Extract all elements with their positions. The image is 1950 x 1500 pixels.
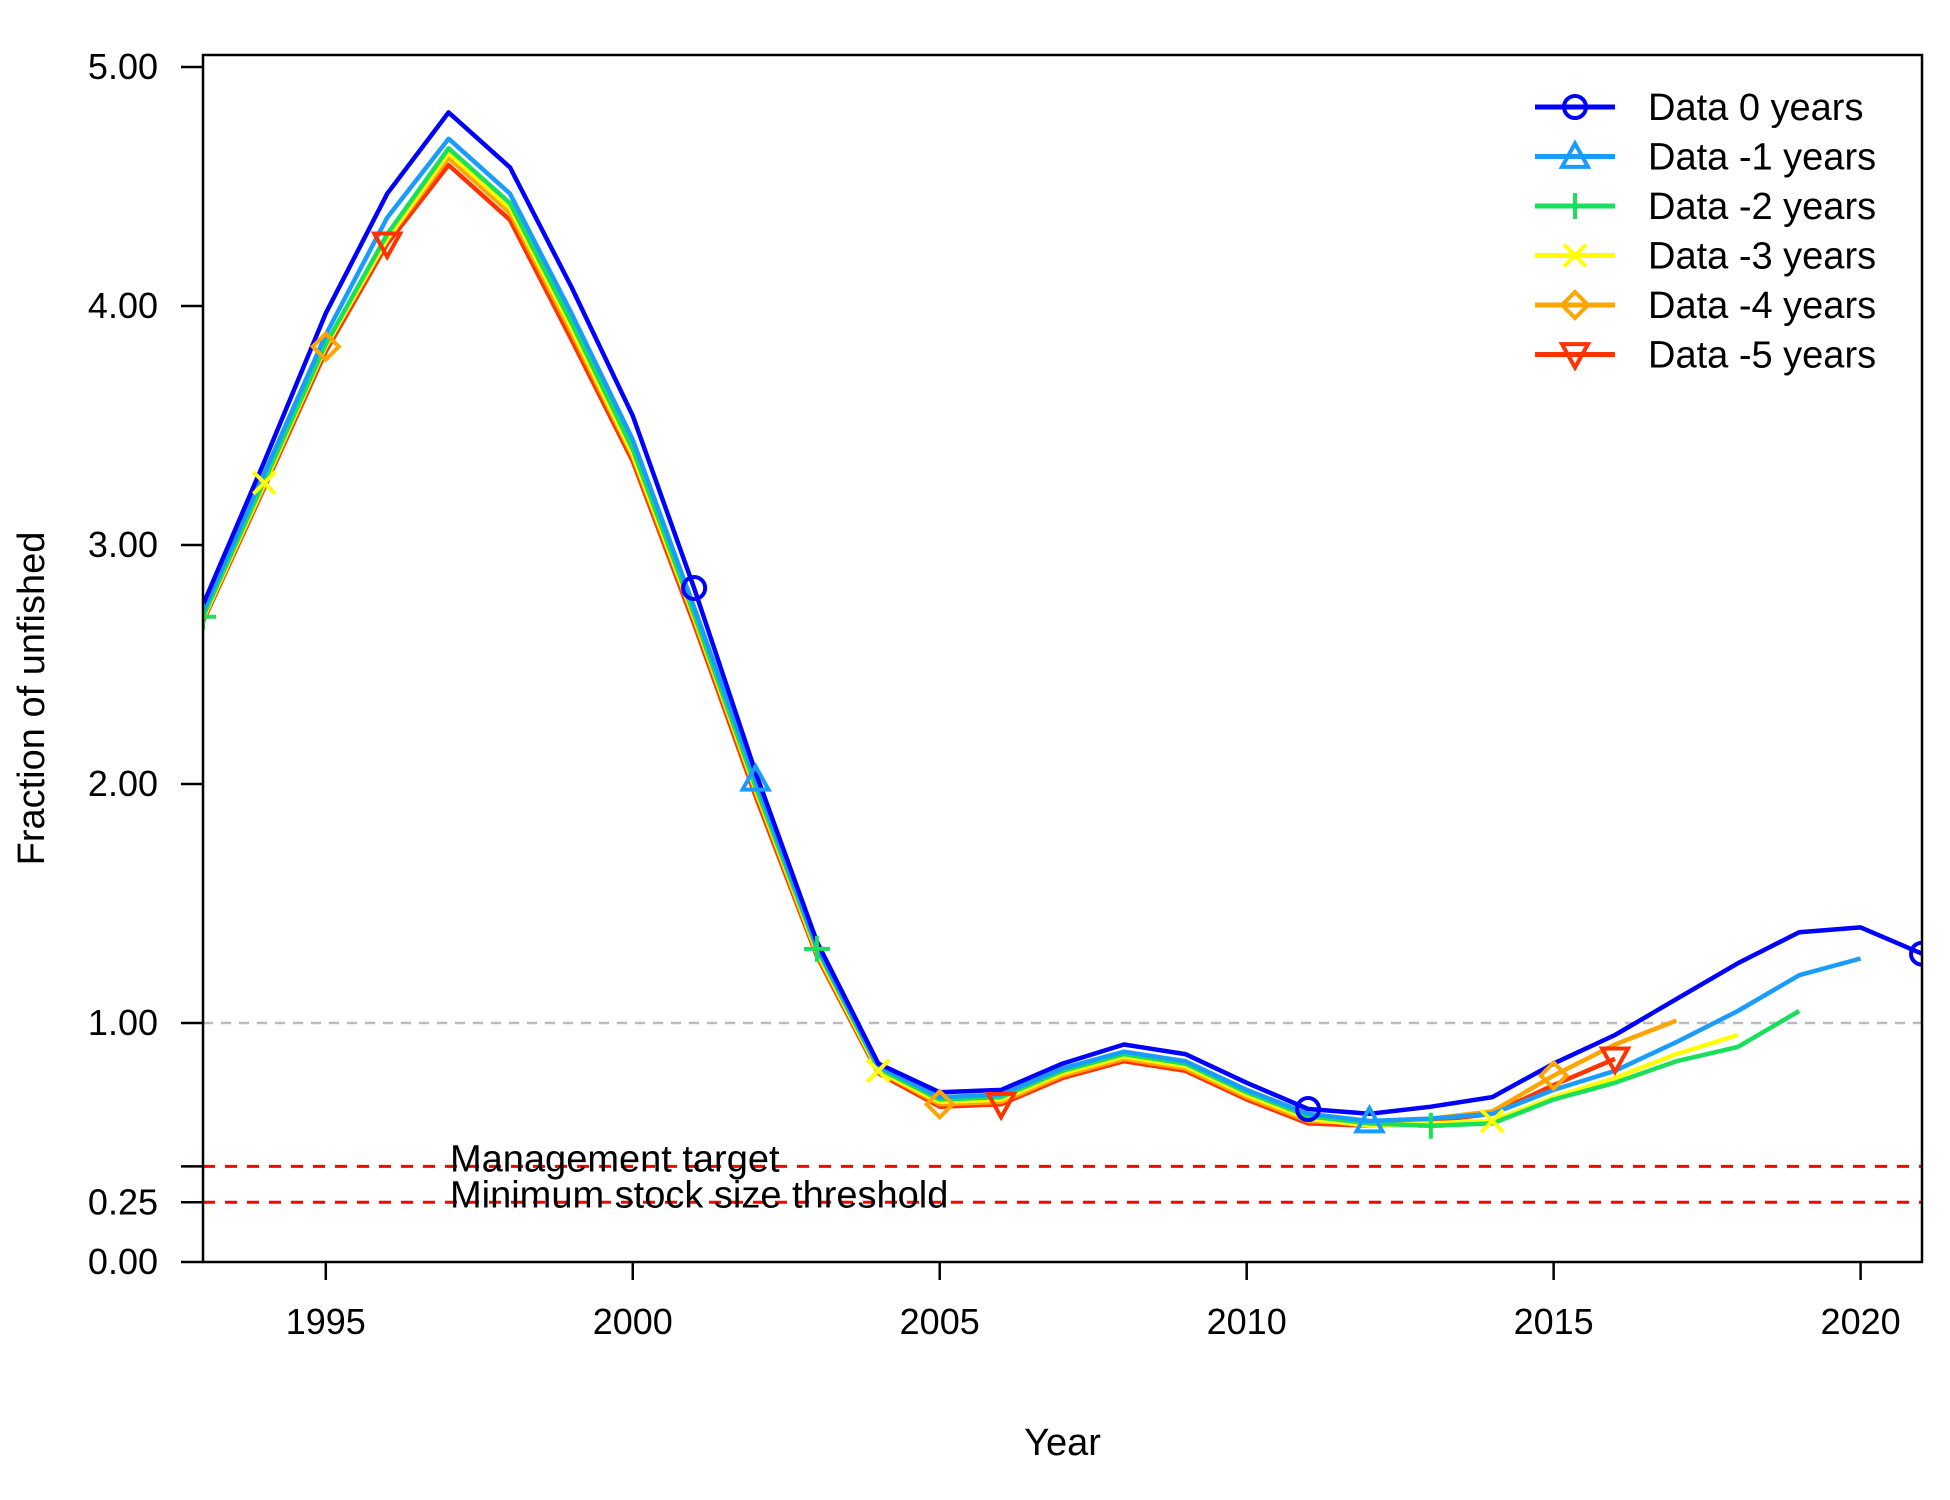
legend-label-5: Data -5 years [1648, 335, 1876, 377]
series-5-point [1598, 1046, 1632, 1076]
series-line-5 [203, 162, 1616, 1129]
y-tick-label: 1.00 [88, 1002, 158, 1043]
legend-label-4: Data -4 years [1648, 285, 1876, 327]
series-0-point [1295, 1096, 1322, 1123]
x-tick-label: 2020 [1821, 1301, 1901, 1342]
series-4-point [309, 330, 342, 363]
x-tick-label: 2005 [900, 1301, 980, 1342]
series-3-point [1479, 1108, 1505, 1134]
y-tick-label: 4.00 [88, 285, 158, 326]
y-axis-title: Fraction of unfished [11, 532, 53, 866]
series-line-0 [203, 110, 1922, 1117]
series-lines [203, 110, 1922, 1129]
y-axis: 0.00 0.25 1.00 2.00 3.00 4.00 5.00 [88, 46, 203, 1282]
legend-marker-1 [1558, 139, 1592, 169]
y-tick-label: 0.00 [88, 1241, 158, 1282]
legend-label-2: Data -2 years [1648, 186, 1876, 228]
legend-marker-2 [1562, 193, 1588, 219]
reference-lines [203, 1021, 1922, 1204]
series-4-point [1537, 1059, 1570, 1092]
series-line-3 [203, 150, 1739, 1129]
series-2-point [803, 935, 830, 962]
legend-label-0: Data 0 years [1648, 87, 1863, 129]
legend-marker-4 [1559, 289, 1591, 321]
series-line-2 [203, 146, 1801, 1129]
plot-frame [201, 53, 1924, 1264]
series-line-1 [203, 136, 1862, 1124]
series-2-point [203, 603, 216, 630]
series-1-point [739, 762, 772, 792]
series-5-point [370, 231, 404, 261]
legend-label-3: Data -3 years [1648, 236, 1876, 278]
series-3-point [251, 470, 277, 496]
series-2-point [1417, 1112, 1444, 1139]
series-1-point [1353, 1103, 1386, 1134]
series-0-point [1909, 940, 1922, 967]
x-tick-label: 2000 [593, 1301, 673, 1342]
series-line-4 [203, 155, 1678, 1126]
x-axis: 1995 2000 2005 2010 2015 2020 [286, 1262, 1901, 1342]
legend-marker-3 [1562, 243, 1588, 268]
reference-label-2: Minimum stock size threshold [450, 1174, 948, 1216]
x-axis-title: Year [1024, 1422, 1101, 1464]
legend-marker-5 [1558, 342, 1592, 372]
x-tick-label: 1995 [286, 1301, 366, 1342]
series-3-point [865, 1058, 891, 1084]
legend: Data 0 years Data -1 years Data -2 years Da… [1535, 87, 1876, 377]
series-4-point [923, 1088, 956, 1121]
series-5-point [984, 1091, 1018, 1122]
legend-marker-0 [1562, 94, 1588, 120]
series-markers [203, 231, 1922, 1139]
x-tick-label: 2010 [1207, 1301, 1287, 1342]
y-tick-label: 5.00 [88, 46, 158, 87]
y-tick-label: 0.25 [88, 1181, 158, 1222]
y-tick-label: 2.00 [88, 763, 158, 804]
legend-label-1: Data -1 years [1648, 137, 1876, 179]
series-0-point [681, 575, 708, 602]
reference-label-1: Management target [450, 1138, 780, 1180]
y-tick-label: 3.00 [88, 524, 158, 565]
x-tick-label: 2015 [1514, 1301, 1594, 1342]
